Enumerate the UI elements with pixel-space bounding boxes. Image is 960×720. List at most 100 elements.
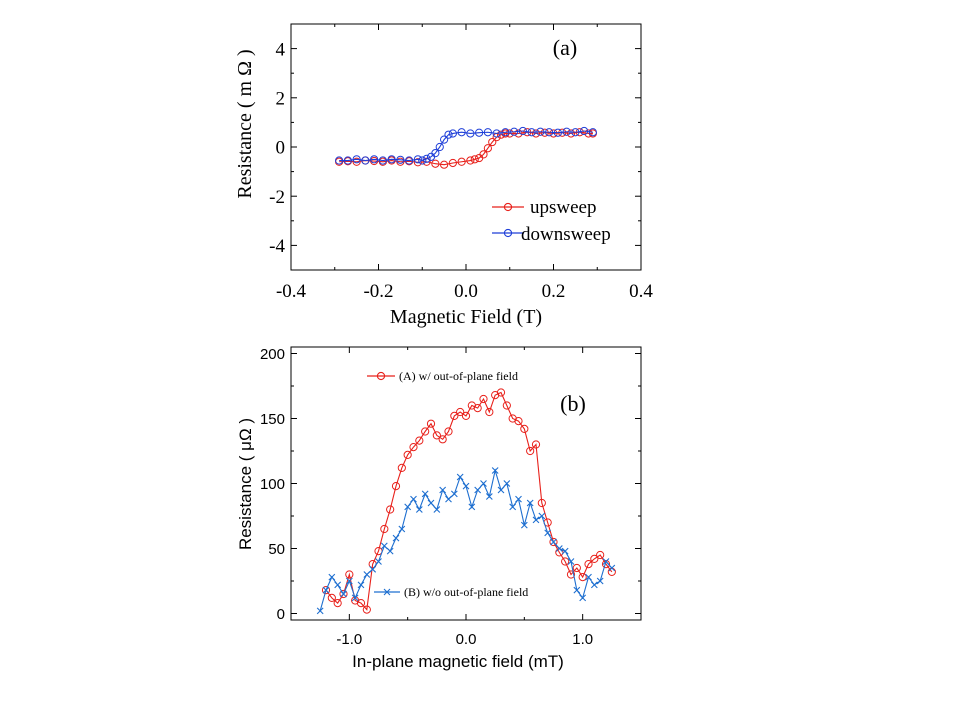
data-point [421, 427, 430, 436]
data-point [396, 157, 405, 166]
data-point [496, 388, 506, 397]
data-point [343, 156, 352, 165]
data-point [333, 599, 342, 608]
x-tick-label: 0.0 [456, 631, 477, 648]
data-point [549, 129, 558, 138]
data-point [479, 394, 488, 404]
data-point [531, 129, 541, 138]
data-point [380, 524, 389, 534]
data-point [448, 158, 457, 168]
x-axis-label-b: In-plane magnetic field (mT) [352, 652, 564, 671]
data-point [457, 157, 466, 166]
data-point [334, 581, 342, 589]
data-point [503, 480, 511, 487]
y-tick-label: 150 [260, 411, 285, 428]
data-point [466, 156, 475, 165]
data-point [496, 130, 506, 139]
x-tick-label: -0.4 [276, 281, 307, 302]
data-point [607, 567, 616, 577]
y-tick-label: 0 [277, 606, 285, 623]
y-axis-label-b: Resistance ( μΩ ) [236, 418, 255, 550]
data-point [505, 129, 514, 138]
y-tick-label: 200 [260, 346, 285, 363]
data-point [345, 570, 354, 579]
data-point [426, 152, 436, 161]
data-point [485, 493, 493, 500]
data-point [479, 150, 488, 159]
data-point [590, 554, 599, 564]
data-point [439, 486, 447, 494]
data-point [363, 571, 371, 578]
legend-label-series-a: (A) w/ out-of-plane field [399, 369, 518, 383]
data-point [422, 157, 431, 166]
data-point [405, 156, 414, 165]
data-point [397, 463, 406, 472]
data-point [335, 156, 344, 165]
data-point [380, 542, 388, 550]
data-point [392, 534, 400, 542]
data-point [526, 499, 534, 507]
data-point [391, 482, 401, 491]
data-point [415, 436, 424, 445]
data-point [444, 427, 453, 436]
legend-label-series-b: (B) w/o out-of-plane field [404, 585, 528, 599]
data-point [433, 506, 441, 513]
data-point [328, 573, 336, 581]
data-point [566, 129, 576, 138]
x-tick-label: 1.0 [572, 631, 593, 648]
series-line-1 [339, 130, 593, 162]
data-point [578, 573, 587, 582]
data-point [473, 404, 482, 413]
data-point [327, 593, 336, 603]
chart-panel-b: -1.0 0.0 1.0 200 150 100 50 0 (b) In-plane mag… [236, 346, 642, 671]
data-point [571, 128, 580, 137]
data-point [566, 570, 576, 579]
data-series-a [335, 126, 597, 169]
data-point [518, 126, 527, 136]
x-tick-label: 0.4 [629, 281, 653, 302]
data-point [404, 503, 412, 511]
data-point [584, 560, 593, 569]
data-point [450, 411, 459, 420]
data-point [444, 130, 453, 139]
data-point [532, 516, 540, 524]
data-point [362, 605, 371, 614]
data-point [510, 127, 519, 136]
data-point [608, 564, 616, 572]
data-point [413, 158, 422, 167]
data-point [602, 558, 610, 565]
y-tick-label: 100 [260, 476, 285, 493]
data-point [579, 594, 587, 602]
y-tick-label: 2 [276, 88, 286, 109]
data-point [410, 495, 417, 503]
data-point [456, 407, 465, 417]
data-point [515, 495, 522, 503]
y-tick-labels-a: 4 2 0 -2 -4 [269, 39, 285, 257]
data-point [427, 499, 435, 507]
x-tick-label: 0.0 [454, 281, 478, 302]
axis-ticks-b [291, 347, 641, 620]
data-point [438, 435, 447, 444]
data-point [356, 599, 366, 608]
x-axis-label-a: Magnetic Field (T) [390, 306, 542, 328]
legend-label-downsweep: downsweep [521, 224, 611, 245]
legend-marker-downsweep [503, 228, 513, 238]
data-point [590, 581, 598, 589]
data-series-b [316, 388, 616, 615]
data-point [562, 127, 571, 136]
data-point [483, 144, 492, 153]
data-point [386, 505, 395, 514]
data-point [601, 560, 611, 569]
data-point [485, 407, 494, 417]
data-point [545, 128, 554, 137]
x-tick-label: -0.2 [363, 281, 393, 302]
data-point [440, 135, 449, 144]
data-point [588, 128, 597, 137]
data-point [435, 142, 444, 152]
data-point [378, 156, 387, 165]
x-tick-label: 0.2 [542, 281, 566, 302]
data-point [509, 503, 517, 511]
data-point [361, 156, 370, 165]
data-point [321, 586, 331, 595]
